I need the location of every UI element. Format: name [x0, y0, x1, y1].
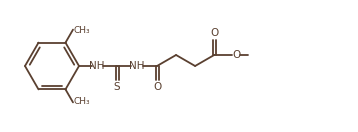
Text: NH: NH: [89, 61, 105, 71]
Text: S: S: [114, 82, 120, 92]
Text: NH: NH: [129, 61, 145, 71]
Text: CH₃: CH₃: [74, 97, 91, 106]
Text: O: O: [210, 28, 218, 38]
Text: O: O: [232, 50, 240, 60]
Text: CH₃: CH₃: [74, 26, 91, 35]
Text: O: O: [153, 82, 161, 92]
